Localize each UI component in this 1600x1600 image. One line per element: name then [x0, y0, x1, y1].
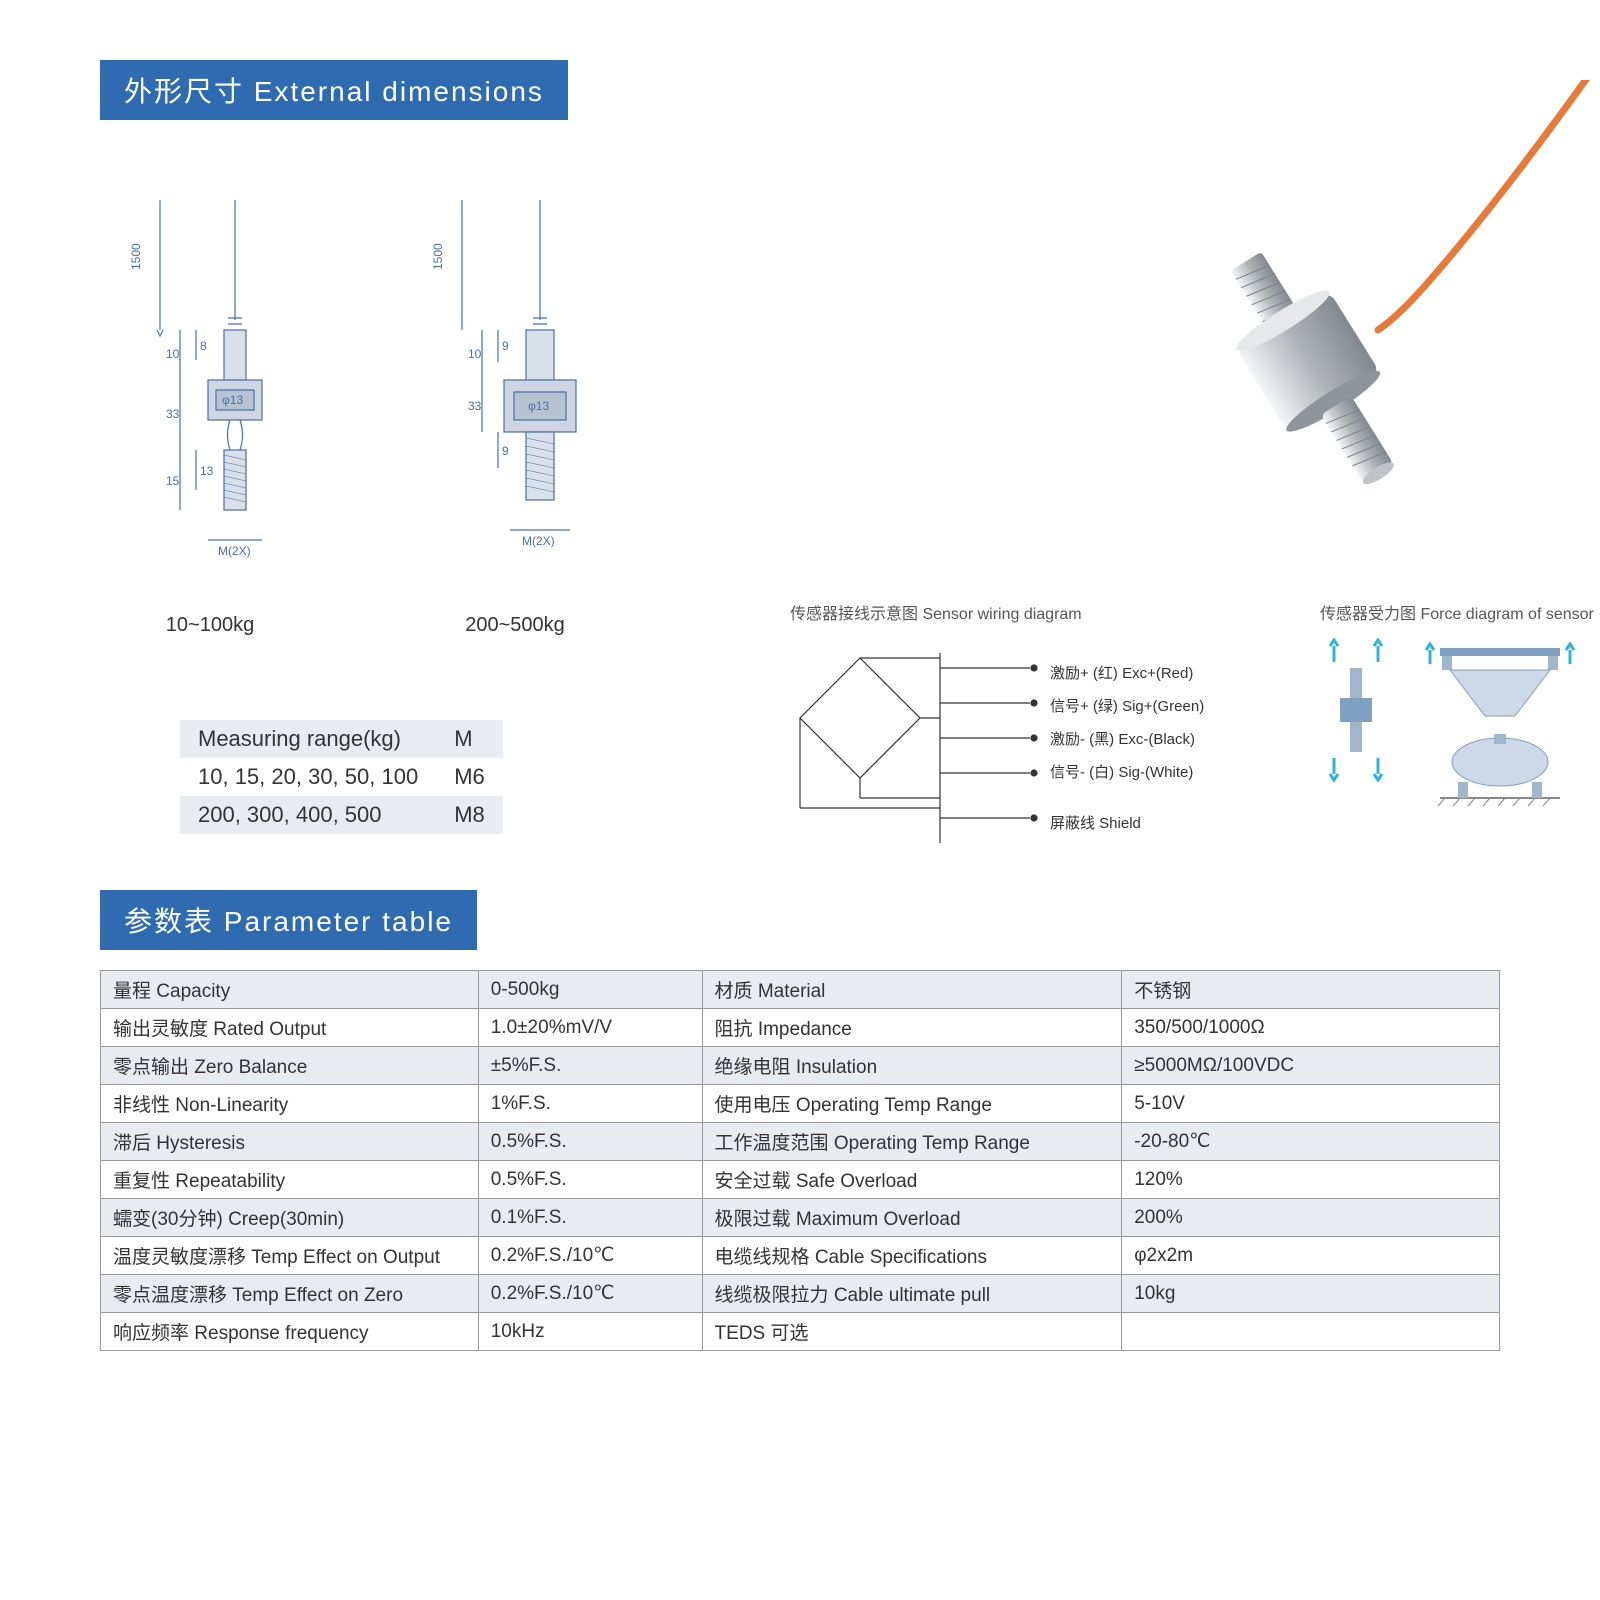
param-row: 零点温度漂移 Temp Effect on Zero0.2%F.S./10℃线缆… — [101, 1275, 1500, 1313]
param-cell: 1.0±20%mV/V — [478, 1009, 702, 1047]
param-cell: 零点输出 Zero Balance — [101, 1047, 479, 1085]
dim-svg-large: 1500 10 9 33 9 φ13 M(2X) — [420, 200, 610, 600]
param-row: 蠕变(30分钟) Creep(30min)0.1%F.S.极限过载 Maximu… — [101, 1199, 1500, 1237]
dim-figure-large: 1500 10 9 33 9 φ13 M(2X) 200~500kg — [420, 200, 610, 637]
param-cell: 电缆线规格 Cable Specifications — [702, 1237, 1122, 1275]
wiring-caption: 传感器接线示意图 Sensor wiring diagram — [790, 600, 1310, 624]
param-row: 温度灵敏度漂移 Temp Effect on Output0.2%F.S./10… — [101, 1237, 1500, 1275]
range-r1c0: 200, 300, 400, 500 — [180, 796, 436, 834]
parameter-table: 量程 Capacity0-500kg材质 Material不锈钢输出灵敏度 Ra… — [100, 970, 1500, 1351]
wire-label-1: 信号+ (绿) Sig+(Green) — [1050, 695, 1204, 716]
param-cell: 0.5%F.S. — [478, 1161, 702, 1199]
param-cell: 输出灵敏度 Rated Output — [101, 1009, 479, 1047]
param-cell: 350/500/1000Ω — [1122, 1009, 1500, 1047]
range-r1c1: M8 — [436, 796, 503, 834]
parameter-header: 参数表 Parameter table — [100, 890, 477, 950]
wire-label-2: 激励- (黑) Exc-(Black) — [1050, 728, 1204, 749]
param-cell: 10kg — [1122, 1275, 1500, 1313]
param-cell: 蠕变(30分钟) Creep(30min) — [101, 1199, 479, 1237]
svg-text:10: 10 — [468, 347, 482, 361]
wire-label-3: 信号- (白) Sig-(White) — [1050, 761, 1204, 782]
param-cell: 5-10V — [1122, 1085, 1500, 1123]
param-cell: 材质 Material — [702, 971, 1122, 1009]
dim-figure-small: 1500 10 8 33 15 13 φ13 M(2X) 10~100kg — [120, 200, 300, 637]
parameter-section: 参数表 Parameter table 量程 Capacity0-500kg材质… — [100, 890, 1500, 1351]
param-cell: TEDS 可选 — [702, 1313, 1122, 1351]
force-block: 传感器受力图 Force diagram of sensor — [1320, 600, 1600, 843]
param-row: 响应频率 Response frequency10kHzTEDS 可选 — [101, 1313, 1500, 1351]
svg-text:15: 15 — [166, 474, 180, 488]
force-svg — [1320, 638, 1580, 838]
dim-caption-small: 10~100kg — [166, 614, 254, 637]
param-row: 非线性 Non-Linearity1%F.S.使用电压 Operating Te… — [101, 1085, 1500, 1123]
param-cell: 120% — [1122, 1161, 1500, 1199]
param-cell: 滞后 Hysteresis — [101, 1123, 479, 1161]
param-cell: 不锈钢 — [1122, 971, 1500, 1009]
svg-text:33: 33 — [468, 399, 482, 413]
range-r0c0: 10, 15, 20, 30, 50, 100 — [180, 758, 436, 796]
range-r0c1: M6 — [436, 758, 503, 796]
range-th-1: M — [436, 720, 503, 758]
param-cell: 线缆极限拉力 Cable ultimate pull — [702, 1275, 1122, 1313]
range-th-0: Measuring range(kg) — [180, 720, 436, 758]
param-cell: 重复性 Repeatability — [101, 1161, 479, 1199]
param-cell: 1%F.S. — [478, 1085, 702, 1123]
svg-text:10: 10 — [166, 347, 180, 361]
dim-svg-small: 1500 10 8 33 15 13 φ13 M(2X) — [120, 200, 300, 600]
param-row: 零点输出 Zero Balance±5%F.S.绝缘电阻 Insulation≥… — [101, 1047, 1500, 1085]
param-cell: 0.2%F.S./10℃ — [478, 1237, 702, 1275]
param-row: 输出灵敏度 Rated Output1.0±20%mV/V阻抗 Impedanc… — [101, 1009, 1500, 1047]
param-row: 滞后 Hysteresis0.5%F.S.工作温度范围 Operating Te… — [101, 1123, 1500, 1161]
param-cell: 0.5%F.S. — [478, 1123, 702, 1161]
svg-text:9: 9 — [502, 339, 509, 353]
param-cell: 非线性 Non-Linearity — [101, 1085, 479, 1123]
wire-labels: 激励+ (红) Exc+(Red) 信号+ (绿) Sig+(Green) 激励… — [1050, 650, 1204, 845]
param-cell: -20-80℃ — [1122, 1123, 1500, 1161]
param-cell — [1122, 1313, 1500, 1351]
svg-text:13: 13 — [200, 464, 214, 478]
param-cell: ±5%F.S. — [478, 1047, 702, 1085]
param-cell: 0.1%F.S. — [478, 1199, 702, 1237]
param-cell: 0.2%F.S./10℃ — [478, 1275, 702, 1313]
param-cell: 工作温度范围 Operating Temp Range — [702, 1123, 1122, 1161]
param-cell: 0-500kg — [478, 971, 702, 1009]
svg-text:φ13: φ13 — [222, 393, 243, 407]
svg-text:M(2X): M(2X) — [522, 534, 555, 548]
svg-text:M(2X): M(2X) — [218, 544, 251, 558]
svg-text:8: 8 — [200, 339, 207, 353]
param-cell: 安全过载 Safe Overload — [702, 1161, 1122, 1199]
top-area: 1500 10 8 33 15 13 φ13 M(2X) 10~100kg — [100, 140, 1500, 860]
force-caption: 传感器受力图 Force diagram of sensor — [1320, 600, 1600, 624]
product-photo — [900, 80, 1600, 580]
dimensions-header: 外形尺寸 External dimensions — [100, 60, 568, 120]
param-cell: 200% — [1122, 1199, 1500, 1237]
dimension-drawings: 1500 10 8 33 15 13 φ13 M(2X) 10~100kg — [120, 200, 610, 637]
param-cell: 量程 Capacity — [101, 971, 479, 1009]
range-table: Measuring range(kg)M 10, 15, 20, 30, 50,… — [180, 720, 503, 834]
param-cell: 响应频率 Response frequency — [101, 1313, 479, 1351]
param-row: 量程 Capacity0-500kg材质 Material不锈钢 — [101, 971, 1500, 1009]
param-cell: 使用电压 Operating Temp Range — [702, 1085, 1122, 1123]
param-cell: 温度灵敏度漂移 Temp Effect on Output — [101, 1237, 479, 1275]
wire-label-4: 屏蔽线 Shield — [1050, 812, 1204, 833]
wiring-svg — [790, 638, 1050, 858]
param-cell: ≥5000MΩ/100VDC — [1122, 1047, 1500, 1085]
param-cell: 10kHz — [478, 1313, 702, 1351]
svg-text:9: 9 — [502, 444, 509, 458]
svg-text:φ13: φ13 — [528, 399, 549, 413]
param-cell: 阻抗 Impedance — [702, 1009, 1122, 1047]
param-cell: 极限过载 Maximum Overload — [702, 1199, 1122, 1237]
svg-text:1500: 1500 — [431, 243, 445, 270]
wire-label-0: 激励+ (红) Exc+(Red) — [1050, 662, 1204, 683]
wiring-block: 传感器接线示意图 Sensor wiring diagram — [790, 600, 1310, 863]
param-cell: φ2x2m — [1122, 1237, 1500, 1275]
dimensions-section: 外形尺寸 External dimensions — [100, 60, 1500, 860]
svg-text:33: 33 — [166, 407, 180, 421]
dim-caption-large: 200~500kg — [465, 614, 565, 637]
param-row: 重复性 Repeatability0.5%F.S.安全过载 Safe Overl… — [101, 1161, 1500, 1199]
svg-text:1500: 1500 — [129, 243, 143, 270]
param-cell: 绝缘电阻 Insulation — [702, 1047, 1122, 1085]
param-cell: 零点温度漂移 Temp Effect on Zero — [101, 1275, 479, 1313]
